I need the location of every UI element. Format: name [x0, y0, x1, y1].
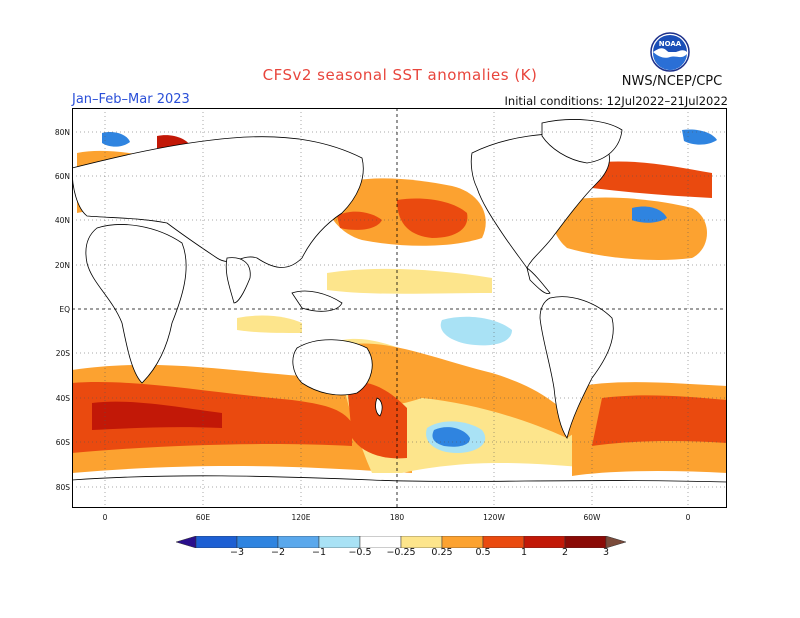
colorbar-label: −0.25: [386, 547, 416, 558]
lon-label: 180: [389, 513, 405, 522]
south-america: [539, 296, 614, 439]
anomaly-cold-north-atlantic: [632, 206, 667, 223]
lon-label: 60E: [195, 513, 211, 522]
anomaly-strong-tasman: [347, 382, 407, 459]
map-frame: [72, 108, 727, 508]
graticule: [72, 108, 727, 508]
africa: [85, 224, 187, 384]
colorbar-segment: [605, 536, 626, 548]
colorbar: [176, 536, 626, 548]
colorbar-label: −0.5: [348, 547, 372, 558]
greenland: [541, 119, 623, 164]
colorbar-label: 3: [602, 547, 610, 558]
new-zealand: [375, 397, 383, 417]
anomaly-strong-north-pacific: [397, 198, 468, 238]
anomaly-weak-north-equatorial: [327, 268, 492, 294]
anomaly-warm-south-pacific: [342, 343, 582, 438]
lat-label: 20S: [55, 349, 70, 358]
colorbar-label: 1: [520, 547, 528, 558]
anomaly-weak-indian-equatorial: [237, 315, 302, 333]
lat-label: EQ: [59, 305, 70, 314]
agency-label: NWS/NCEP/CPC: [621, 74, 723, 89]
colorbar-label: 0.5: [475, 547, 491, 558]
lon-label: 60W: [583, 513, 601, 522]
colorbar-label: −2: [270, 547, 285, 558]
india: [225, 257, 251, 304]
anomaly-warm-north-atlantic: [552, 197, 707, 260]
lat-label: 40S: [55, 394, 70, 403]
eurasia: [72, 136, 364, 268]
maritime-continent: [291, 290, 343, 312]
season-label: Jan–Feb–Mar 2023: [72, 92, 190, 107]
anomaly-strong-nordic: [592, 161, 712, 198]
australia: [292, 339, 373, 396]
colorbar-label: 0.25: [431, 547, 453, 558]
anomaly-strong-south-atlantic: [592, 395, 727, 446]
logo-text: NOAA: [659, 40, 682, 48]
antarctica: [72, 475, 727, 508]
colorbar-segment: [176, 536, 197, 548]
lon-label: 0: [685, 513, 691, 522]
noaa-logo-icon: NOAA: [650, 32, 690, 72]
lat-label: 20N: [54, 261, 70, 270]
colorbar-label: −3: [229, 547, 244, 558]
lat-label: 80S: [55, 483, 70, 492]
anomaly-max-southern-indian: [92, 401, 222, 430]
central-america: [526, 267, 551, 295]
sst-anomaly-map: [72, 108, 727, 508]
lon-label: 120E: [291, 513, 311, 522]
anomaly-cold-labrador: [682, 129, 717, 145]
lon-label: 0: [102, 513, 108, 522]
lat-label: 60S: [55, 438, 70, 447]
lat-label: 40N: [54, 216, 70, 225]
initial-conditions: Initial conditions: 12Jul2022–21Jul2022: [504, 94, 728, 108]
lat-label: 60N: [54, 172, 70, 181]
continents: [72, 119, 727, 508]
colorbar-label: −1: [311, 547, 326, 558]
anomaly-cold-arctic: [102, 132, 130, 147]
anomaly-cool-equatorial-pacific: [440, 316, 512, 346]
lon-label: 120W: [483, 513, 505, 522]
anomaly-strong-kuroshio: [337, 211, 382, 230]
colorbar-label: 2: [561, 547, 569, 558]
chart-title: CFSv2 seasonal SST anomalies (K): [262, 66, 538, 84]
lat-label: 80N: [54, 128, 70, 137]
